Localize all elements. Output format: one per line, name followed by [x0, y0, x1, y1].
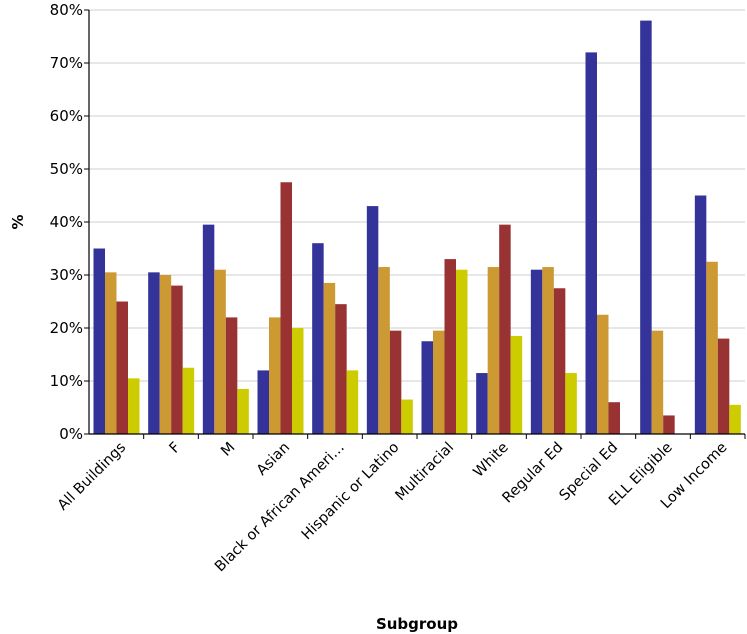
bar [105, 272, 117, 434]
y-tick-label: 50% [50, 160, 83, 178]
bar [717, 338, 730, 434]
axes [84, 9, 746, 439]
bar [202, 224, 215, 434]
bar [389, 330, 402, 434]
bar [651, 330, 664, 434]
y-tick-label: 30% [50, 266, 83, 284]
bar [116, 301, 128, 434]
bar [366, 206, 379, 434]
bar [346, 370, 359, 434]
x-tick-label: Multiracial [393, 440, 458, 505]
x-axis-title: Subgroup [376, 615, 458, 633]
bar [456, 269, 468, 434]
bar [487, 267, 500, 434]
bar [542, 267, 554, 434]
y-tick-label: 40% [50, 213, 83, 231]
bar [663, 415, 675, 434]
y-tick-label: 70% [50, 54, 83, 72]
bar [214, 269, 226, 434]
bar [499, 224, 511, 434]
bar [553, 288, 566, 434]
bar [269, 317, 281, 434]
bar [378, 267, 390, 434]
y-tick-label: 0% [59, 425, 83, 443]
bar [159, 275, 172, 434]
bar [694, 195, 707, 434]
bar [148, 272, 160, 434]
y-tick-label: 20% [50, 319, 83, 337]
bar [225, 317, 238, 434]
x-tick-label: F [167, 440, 184, 457]
bar [476, 373, 488, 434]
bar [128, 378, 140, 434]
bar [171, 285, 183, 434]
bar [182, 367, 195, 434]
bar [257, 370, 269, 434]
y-tick-label: 10% [50, 372, 83, 390]
gridlines [89, 9, 745, 382]
bar [433, 330, 445, 434]
bar [280, 182, 292, 434]
bar [608, 402, 620, 434]
bar [597, 314, 609, 434]
bar [565, 373, 577, 434]
bar [640, 20, 652, 434]
y-tick-label: 60% [50, 107, 83, 125]
y-tick-label: 80% [50, 1, 83, 19]
x-tick-label: White [471, 439, 512, 480]
x-tick-label: Asian [254, 440, 293, 479]
x-tick-label: M [218, 440, 238, 460]
bar [510, 335, 523, 434]
bar [421, 341, 433, 434]
bars [93, 20, 741, 435]
bar [292, 328, 304, 434]
x-tick-label: Hispanic or Latino [299, 439, 403, 543]
y-axis-title: % [9, 214, 27, 229]
bar [530, 269, 543, 434]
bar [729, 404, 741, 434]
bar [237, 388, 249, 434]
bar [335, 304, 347, 434]
bar [312, 243, 324, 434]
bar [706, 261, 718, 434]
bar [323, 282, 336, 434]
x-tick-label: All Buildings [55, 440, 129, 514]
bar [585, 52, 597, 435]
bar [93, 248, 105, 434]
bar [444, 259, 456, 434]
bar [401, 399, 413, 434]
